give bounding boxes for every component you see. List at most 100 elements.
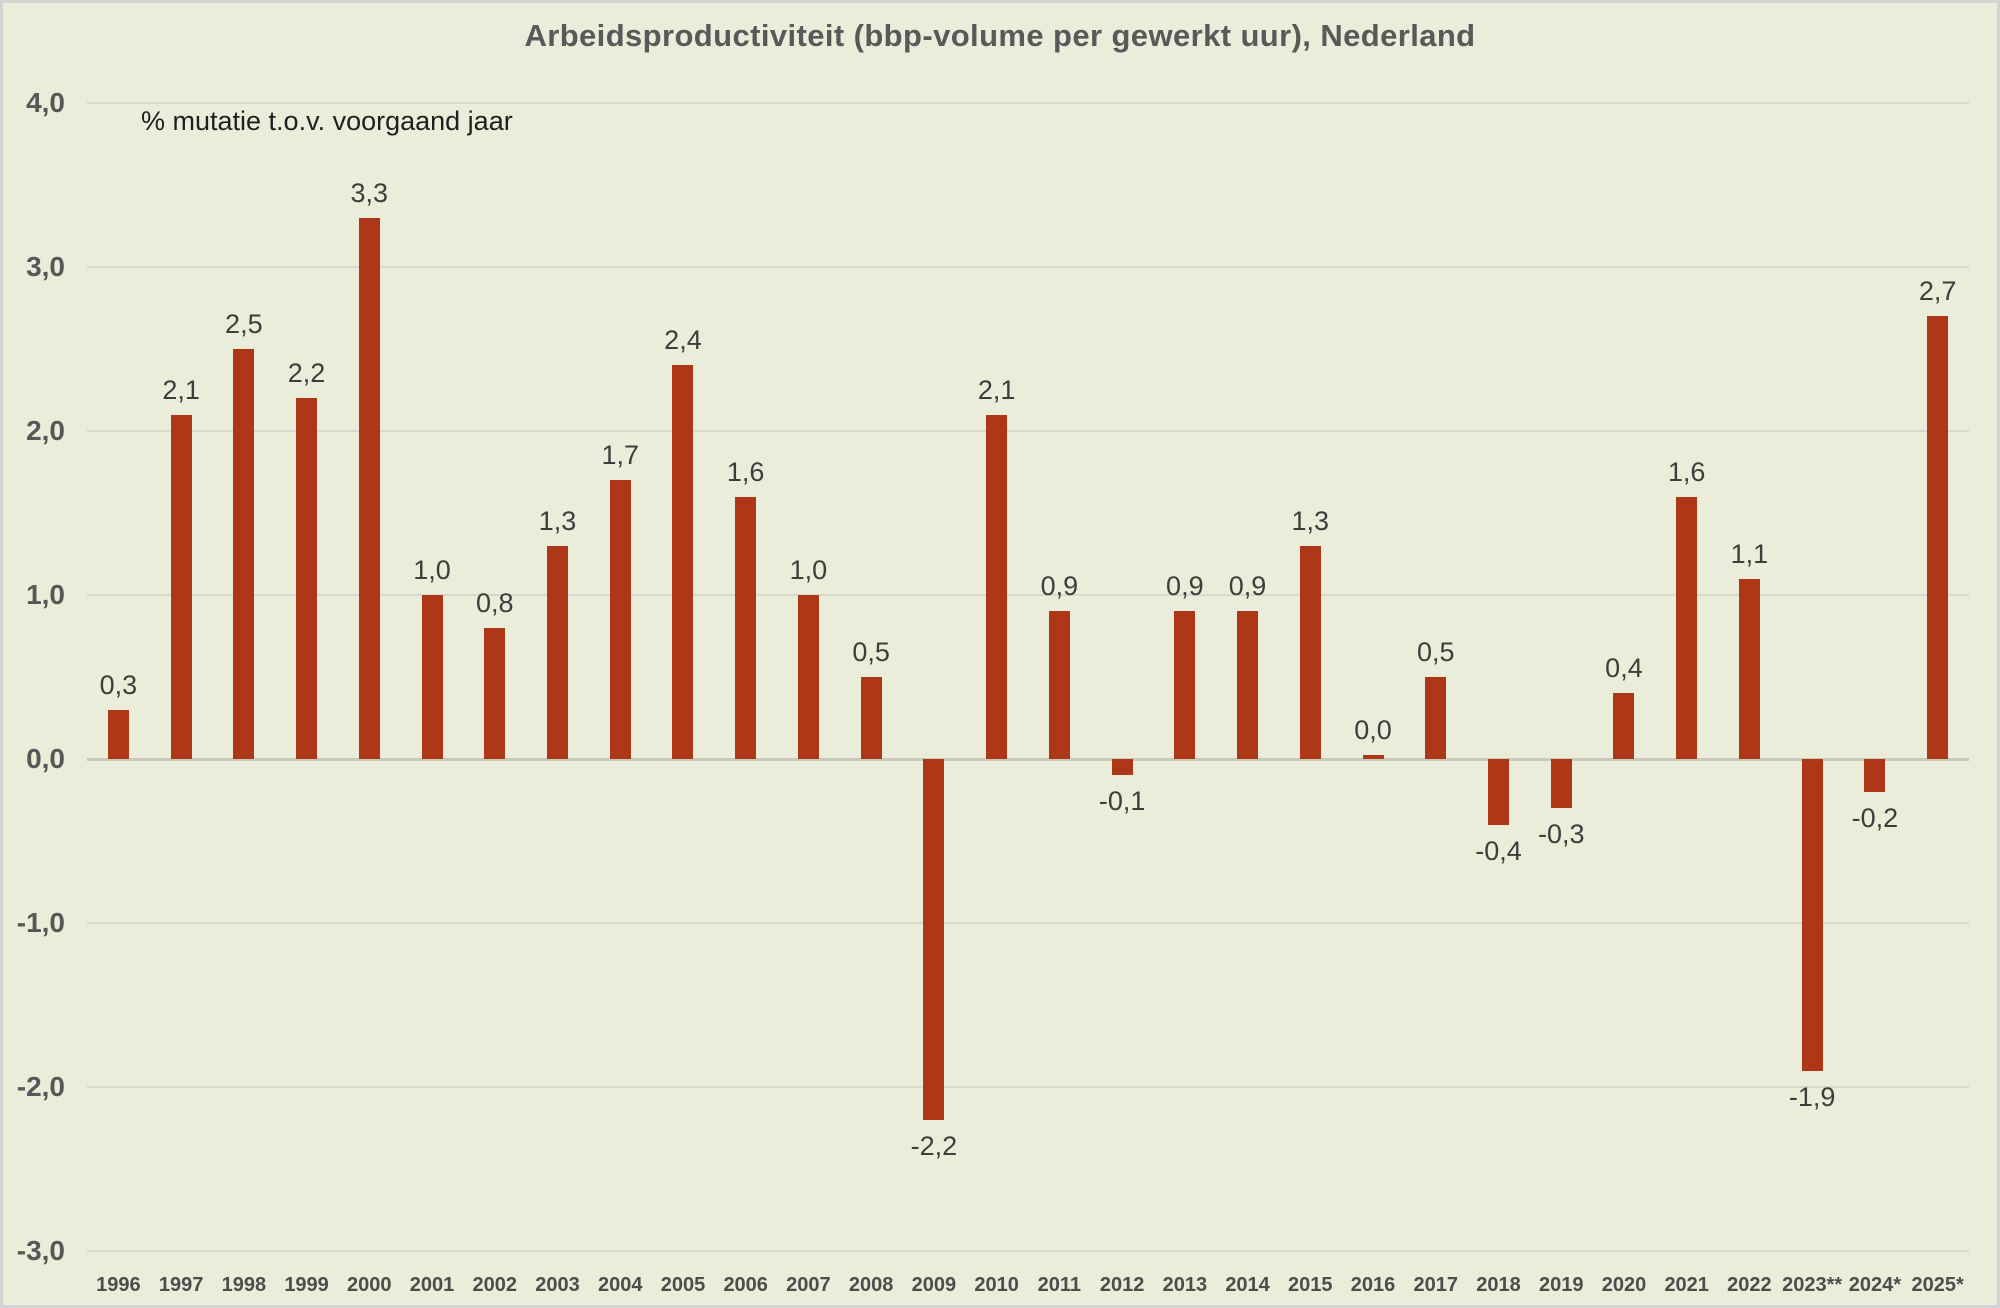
bar-value-label: 1,6 xyxy=(726,456,765,487)
y-tick-label: 3,0 xyxy=(26,251,65,282)
y-tick-label: -2,0 xyxy=(16,1071,65,1102)
bar-2001 xyxy=(421,595,443,759)
bar-value-label: -1,9 xyxy=(1788,1081,1836,1112)
bar-2005 xyxy=(672,365,694,759)
bar-value-label: 0,5 xyxy=(1416,637,1455,667)
bar-value-label: -0,3 xyxy=(1537,819,1585,850)
gridline xyxy=(87,266,1969,268)
x-tick-label: 2022 xyxy=(1727,1274,1772,1296)
bar-value-label: -0,2 xyxy=(1851,802,1899,833)
bar-2019 xyxy=(1550,759,1572,809)
bar-value-label: 2,4 xyxy=(664,325,702,356)
bar-value-label: 2,1 xyxy=(977,374,1016,405)
bar-value-label: 0,4 xyxy=(1605,653,1643,684)
bar-2013 xyxy=(1174,611,1196,759)
bar-2002 xyxy=(484,627,506,759)
x-tick-label: 2005 xyxy=(660,1274,706,1296)
x-tick-label: 2015 xyxy=(1288,1274,1333,1296)
x-tick-label: 1999 xyxy=(284,1274,329,1296)
x-tick-label: 2001 xyxy=(409,1274,455,1296)
x-tick-label: 2009 xyxy=(911,1274,957,1296)
bar-1998 xyxy=(233,349,255,759)
x-tick-label: 2007 xyxy=(786,1274,831,1296)
x-tick-label: 2002 xyxy=(472,1274,518,1296)
chart-subtitle: % mutatie t.o.v. voorgaand jaar xyxy=(141,106,513,136)
bar-2018 xyxy=(1488,759,1509,825)
bar-2025 xyxy=(1927,316,1949,759)
bar-1996 xyxy=(107,709,129,759)
y-tick-label: 4,0 xyxy=(26,87,65,118)
bar-value-label: 1,0 xyxy=(413,555,451,585)
bar-value-label: 1,3 xyxy=(538,505,577,536)
x-tick-label: 2008 xyxy=(848,1274,894,1296)
x-tick-label: 2017 xyxy=(1413,1274,1459,1296)
bar-1999 xyxy=(296,398,318,759)
zero-axis-line xyxy=(87,757,1969,761)
y-tick-label: 0,0 xyxy=(26,743,65,774)
x-tick-label: 1998 xyxy=(221,1274,267,1296)
bar-2020 xyxy=(1613,693,1635,759)
bar-2007 xyxy=(797,595,819,759)
bar-2021 xyxy=(1676,496,1698,759)
bar-value-label: 1,6 xyxy=(1667,456,1706,487)
bar-2023 xyxy=(1801,759,1823,1071)
bar-value-label: -2,2 xyxy=(910,1130,958,1161)
x-tick-label: 2025* xyxy=(1911,1274,1964,1296)
bar-2016 xyxy=(1362,755,1384,759)
bar-value-label: -0,4 xyxy=(1475,835,1522,866)
bar-2012 xyxy=(1111,759,1133,776)
x-tick-label: 2020 xyxy=(1601,1274,1647,1296)
x-tick-label: 2011 xyxy=(1037,1274,1082,1296)
x-tick-label: 2006 xyxy=(723,1274,768,1296)
gridline xyxy=(87,594,1969,596)
chart-title: Arbeidsproductiviteit (bbp-volume per ge… xyxy=(524,18,1476,53)
bar-value-label: 0,9 xyxy=(1166,571,1204,602)
bar-value-label: 0,9 xyxy=(1040,571,1079,602)
y-tick-label: 2,0 xyxy=(26,415,65,446)
gridline xyxy=(87,430,1969,432)
bar-value-label: 1,1 xyxy=(1730,538,1769,569)
x-tick-label: 1997 xyxy=(158,1274,204,1296)
bar-value-label: 2,1 xyxy=(162,374,200,405)
x-tick-label: 2000 xyxy=(347,1274,392,1296)
bar-2010 xyxy=(986,414,1008,759)
bar-1997 xyxy=(170,414,192,759)
gridline xyxy=(87,102,1969,104)
bar-value-label: 0,5 xyxy=(852,637,890,667)
x-tick-label: 2010 xyxy=(974,1274,1019,1296)
y-tick-label: -3,0 xyxy=(16,1235,65,1266)
gridline xyxy=(87,922,1969,924)
bar-2009 xyxy=(923,759,945,1120)
x-tick-label: 2013 xyxy=(1162,1274,1208,1296)
bar-value-label: 0,3 xyxy=(99,669,138,700)
x-tick-label: 2021 xyxy=(1664,1274,1709,1296)
x-tick-label: 2014 xyxy=(1225,1274,1270,1296)
x-tick-label: 2016 xyxy=(1350,1274,1396,1296)
gridline xyxy=(87,1250,1969,1252)
bar-2017 xyxy=(1425,677,1447,759)
bar-2011 xyxy=(1048,611,1070,759)
bar-2003 xyxy=(547,545,568,759)
bar-2022 xyxy=(1738,578,1760,759)
gridline xyxy=(87,1086,1969,1088)
x-tick-label: 2019 xyxy=(1538,1274,1584,1296)
y-tick-label: 1,0 xyxy=(26,579,65,610)
x-tick-label: 2023** xyxy=(1782,1274,1843,1296)
bar-value-label: 0,0 xyxy=(1354,715,1392,745)
bar-value-label: 1,3 xyxy=(1291,505,1330,536)
bar-2015 xyxy=(1299,545,1321,759)
bar-value-label: 1,7 xyxy=(601,440,639,471)
bar-value-label: 2,2 xyxy=(287,358,326,389)
bar-2024 xyxy=(1864,759,1886,792)
x-tick-label: 2004 xyxy=(597,1274,643,1296)
bar-2004 xyxy=(609,480,631,759)
x-tick-label: 2024* xyxy=(1848,1274,1902,1296)
bar-value-label: 2,7 xyxy=(1918,276,1957,307)
bar-value-label: 3,3 xyxy=(350,177,389,208)
bar-value-label: 2,5 xyxy=(225,309,263,339)
bar-value-label: 1,0 xyxy=(789,555,828,585)
bar-2008 xyxy=(860,677,882,759)
x-tick-label: 2003 xyxy=(535,1274,580,1296)
bar-2006 xyxy=(735,496,757,759)
